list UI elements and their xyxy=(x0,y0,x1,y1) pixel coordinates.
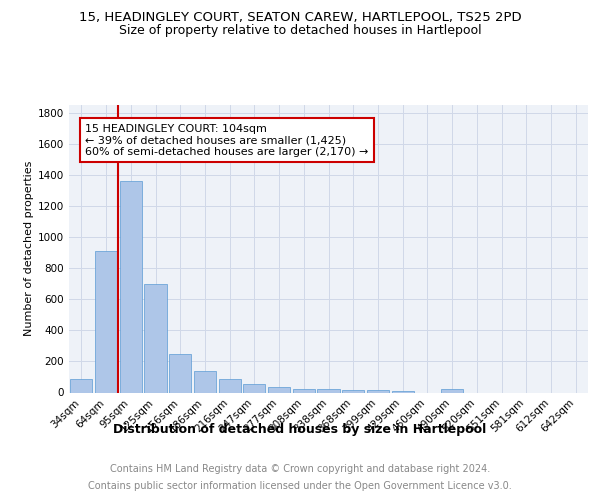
Bar xyxy=(95,251,117,392)
Bar xyxy=(70,378,92,392)
Text: Size of property relative to detached houses in Hartlepool: Size of property relative to detached ho… xyxy=(119,24,481,37)
Bar xyxy=(317,390,340,392)
Bar xyxy=(243,384,265,392)
Text: 15, HEADINGLEY COURT, SEATON CAREW, HARTLEPOOL, TS25 2PD: 15, HEADINGLEY COURT, SEATON CAREW, HART… xyxy=(79,11,521,24)
Text: 15 HEADINGLEY COURT: 104sqm
← 39% of detached houses are smaller (1,425)
60% of : 15 HEADINGLEY COURT: 104sqm ← 39% of det… xyxy=(85,124,368,157)
Bar xyxy=(145,284,167,393)
Text: Contains public sector information licensed under the Open Government Licence v3: Contains public sector information licen… xyxy=(88,481,512,491)
Bar xyxy=(392,391,414,392)
Bar xyxy=(119,181,142,392)
Bar xyxy=(342,390,364,392)
Y-axis label: Number of detached properties: Number of detached properties xyxy=(24,161,34,336)
Bar xyxy=(169,354,191,393)
Bar xyxy=(218,378,241,392)
Bar xyxy=(268,387,290,392)
Bar xyxy=(367,390,389,392)
Text: Distribution of detached houses by size in Hartlepool: Distribution of detached houses by size … xyxy=(113,422,487,436)
Bar xyxy=(194,370,216,392)
Bar xyxy=(441,389,463,392)
Text: Contains HM Land Registry data © Crown copyright and database right 2024.: Contains HM Land Registry data © Crown c… xyxy=(110,464,490,474)
Bar xyxy=(293,388,315,392)
